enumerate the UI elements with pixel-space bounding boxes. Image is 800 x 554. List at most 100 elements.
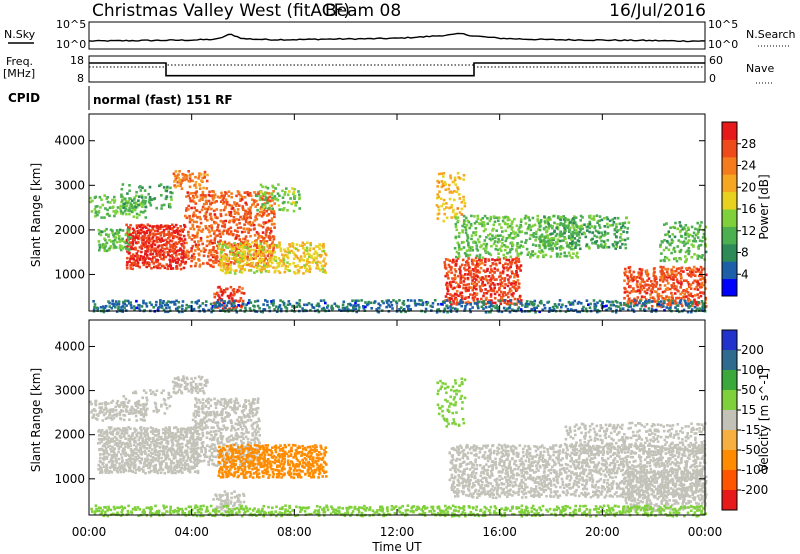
heatmap-cell-11 [497,256,500,259]
heatmap-cell-13 [655,282,658,286]
heatmap-cell-15 [476,302,479,306]
heatmap-cell-15 [464,304,467,308]
heatmap-cell-10 [508,287,512,291]
heatmap-cell-0 [179,432,183,436]
heatmap-cell-0 [151,252,155,256]
heatmap-cell-0 [175,459,179,463]
heatmap-cell-11 [515,249,518,253]
heatmap-cell-14 [675,259,679,263]
heatmap-cell-15 [125,304,128,307]
heatmap-cell-5 [244,209,247,213]
heatmap-cell-13 [661,270,664,273]
heatmap-cell-0 [174,439,178,442]
heatmap-cell-0 [169,465,173,468]
heatmap-cell-15 [615,305,618,308]
heatmap-cell-15 [638,301,641,304]
heatmap-cell-10 [483,263,487,267]
heatmap-cell-4 [194,183,197,187]
heatmap-cell-0 [162,228,166,232]
heatmap-cell-5 [188,217,192,221]
heatmap-cell-10 [514,287,517,290]
heatmap-cell-10 [505,258,509,262]
heatmap-cell-5 [194,202,198,205]
heatmap-cell-12 [581,216,584,219]
heatmap-cell-14 [682,226,686,230]
heatmap-cell-13 [680,276,683,280]
heatmap-cell-5 [187,251,191,254]
heatmap-cell-13 [660,305,663,309]
heatmap-cell-10 [501,284,504,288]
heatmap-cell-15 [404,310,407,314]
heatmap-cell-0 [127,445,130,449]
heatmap-cell-9 [442,175,445,178]
heatmap-cell-12 [579,219,582,222]
heatmap-cell-5 [244,235,248,238]
heatmap-cell-10 [506,263,510,266]
heatmap-cell-10 [507,281,511,284]
heatmap-cell-6 [233,242,236,245]
heatmap-cell-4 [194,186,198,189]
heatmap-cell-6 [308,247,312,250]
heatmap-cell-0 [129,469,132,473]
heatmap-cell-12 [566,226,570,230]
heatmap-cell-0 [127,226,130,229]
heatmap-cell-1 [103,246,106,250]
heatmap-cell-12 [570,247,573,251]
heatmap-cell-0 [183,223,186,227]
heatmap-cell-0 [149,443,152,447]
heatmap-cell-10 [475,292,479,295]
heatmap-cell-1 [118,413,122,417]
heatmap-cell-10 [508,290,511,293]
heatmap-cell-0 [158,227,162,230]
heatmap-cell-10 [488,271,492,274]
heatmap-cell-13 [628,297,631,300]
heatmap-cell-5 [214,249,218,253]
heatmap-cell-0 [102,465,106,468]
heatmap-cell-10 [510,262,513,266]
heatmap-cell-0 [178,435,181,439]
heatmap-cell-15 [600,303,603,307]
heatmap-cell-0 [124,451,128,455]
heatmap-cell-5 [259,235,263,238]
heatmap-cell-10 [480,259,483,262]
heatmap-cell-13 [633,275,636,279]
heatmap-cell-2 [89,200,92,204]
heatmap-cell-10 [507,258,511,262]
heatmap-cell-5 [253,219,257,222]
heatmap-cell-15 [660,303,663,307]
heatmap-cell-11 [509,255,513,259]
heatmap-cell-4 [173,184,176,187]
heatmap-cell-13 [639,277,643,280]
heatmap-cell-11 [513,232,516,236]
heatmap-cell-5 [273,226,276,229]
heatmap-cell-6 [324,262,327,266]
heatmap-cell-15 [392,299,395,302]
heatmap-cell-0 [164,433,167,436]
heatmap-cell-15 [326,306,329,309]
heatmap-cell-0 [138,443,142,447]
heatmap-cell-15 [385,299,388,303]
heatmap-cell-15 [484,311,488,314]
heatmap-cell-0 [159,465,163,469]
heatmap-cell-13 [668,296,671,299]
heatmap-cell-0 [186,463,190,466]
heatmap-cell-15 [387,299,390,302]
heatmap-cell-2 [121,199,124,202]
heatmap-cell-7 [238,299,242,303]
heatmap-cell-13 [687,294,691,297]
heatmap-cell-12 [615,223,618,226]
heatmap-cell-12 [575,228,578,232]
heatmap-cell-11 [567,224,570,227]
heatmap-cell-12 [561,233,565,236]
heatmap-cell-0 [133,262,137,265]
heatmap-cell-0 [165,441,168,444]
heatmap-cell-1 [98,402,101,406]
heatmap-cell-6 [247,247,250,250]
heatmap-cell-0 [97,468,100,471]
heatmap-cell-6 [281,253,284,257]
heatmap-cell-5 [236,211,239,214]
heatmap-cell-0 [196,432,199,436]
heatmap-cell-11 [531,224,535,228]
heatmap-cell-13 [682,270,685,273]
heatmap-cell-13 [646,271,649,274]
